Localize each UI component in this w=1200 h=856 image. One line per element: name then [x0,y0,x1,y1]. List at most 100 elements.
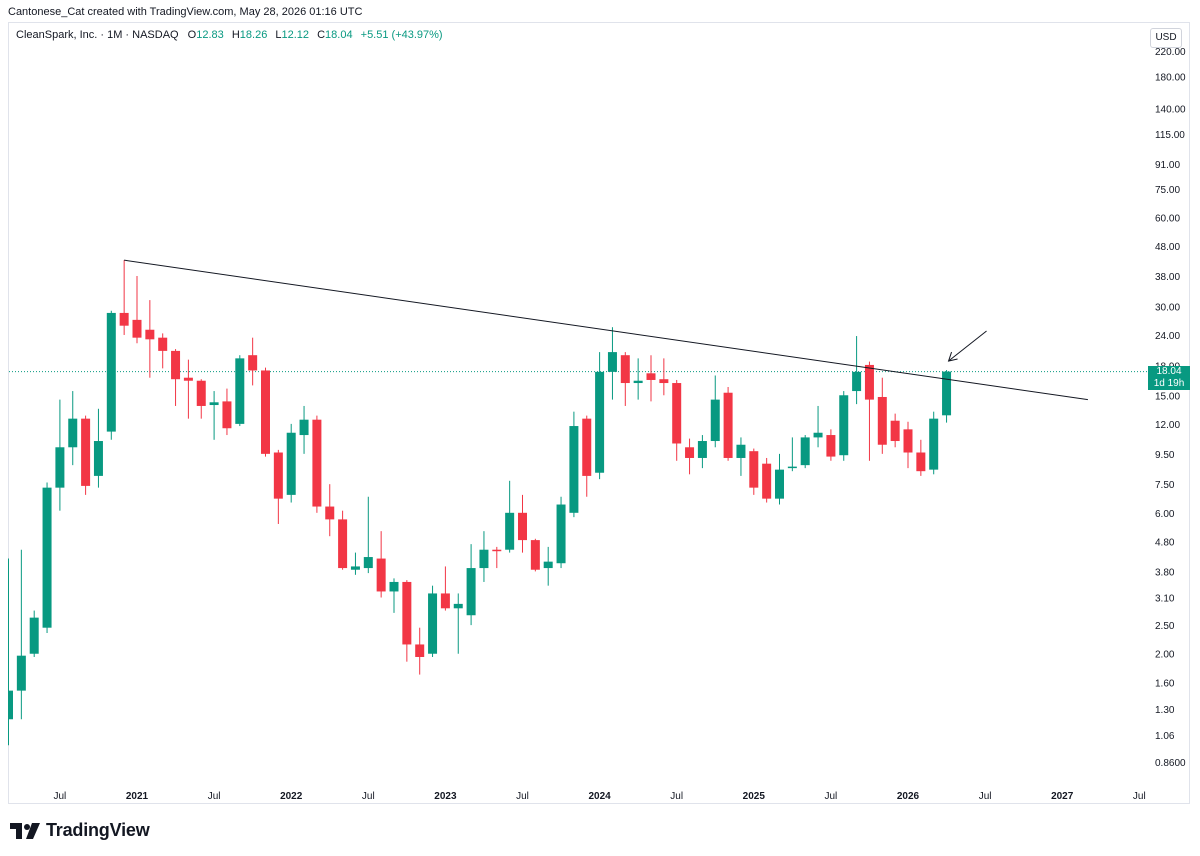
candle-body [749,451,759,488]
candle-body [672,383,682,444]
candle-body [916,452,926,472]
brand-name: TradingView [46,820,150,840]
time-axis-label: 2027 [1051,791,1074,802]
trendline [124,259,1088,401]
time-axis-label: Jul [979,791,992,802]
price-axis-label: 2.00 [1155,650,1175,661]
time-axis-label: Jul [825,791,838,802]
candle-body [620,355,630,384]
time-axis-label: Jul [1133,791,1146,802]
candle-body [132,319,142,338]
high-label: H [231,29,240,41]
price-axis-label: 2.50 [1155,621,1175,632]
price-axis-label: 1.60 [1155,678,1175,689]
currency-button[interactable]: USD [1150,28,1182,48]
candle-body [710,399,720,442]
time-axis-label: 2022 [280,791,303,802]
price-axis-label: 220.00 [1155,47,1186,58]
candle-body [569,426,579,513]
candle-body [415,644,425,657]
last-price-value: 18.04 [1156,365,1182,377]
candle-body [479,549,489,569]
candle-body [633,380,643,384]
candle-body [826,435,836,457]
candle-body [723,392,733,458]
candle-body [158,337,168,351]
candle-body [942,371,952,416]
time-axis-label: Jul [670,791,683,802]
time-axis-label: 2023 [434,791,457,802]
candle-body [839,395,849,456]
candle-body [16,655,26,691]
candle-body [929,418,939,470]
candle-body [171,350,181,380]
price-axis-label: 30.00 [1155,302,1180,313]
candle-body [736,444,746,458]
time-axis-label: Jul [362,791,375,802]
candle-body [787,466,797,469]
candle-body [145,329,155,340]
candle-body [209,402,219,406]
price-axis-label: 60.00 [1155,213,1180,224]
candle-body [389,581,399,592]
candle-body [530,540,540,570]
candle-body [325,506,335,520]
candle-body [376,558,386,592]
time-axis-label: Jul [54,791,67,802]
price-axis-label: 15.00 [1155,391,1180,402]
candle-body [68,418,78,448]
price-axis-label: 180.00 [1155,73,1186,84]
candle-body [402,581,412,645]
price-axis-label: 6.00 [1155,509,1175,520]
candle-body [492,549,502,552]
candle-body [29,617,39,654]
candle-body [222,401,232,429]
price-axis-label: 3.80 [1155,567,1175,578]
high-value: 18.26 [239,29,268,41]
candle-body [273,452,283,499]
candle-body [363,557,373,569]
arrow-head [947,351,958,362]
candle-body [556,504,566,564]
candle-body [299,419,309,436]
candle-body [800,437,810,466]
candle-body [235,358,245,424]
candle-body [582,418,592,476]
candle-body [55,447,65,488]
bar-countdown: 1d 19h [1153,377,1185,389]
candle-body [81,418,91,486]
time-axis-label: Jul [516,791,529,802]
candle-body [261,370,270,454]
candle-body [877,396,887,445]
price-axis-label: 3.10 [1155,594,1175,605]
chart-frame [8,22,1190,804]
candle-body [286,432,296,495]
price-axis-label: 4.80 [1155,537,1175,548]
time-axis-label: 2024 [588,791,611,802]
symbol-name: CleanSpark, Inc. · 1M · NASDAQ [16,29,179,41]
price-axis-label: 12.00 [1155,420,1180,431]
candle-body [607,352,617,372]
tradingview-icon [10,822,40,839]
price-axis-label: 0.8600 [1155,758,1186,769]
arrow-annotation [948,330,987,362]
close-value: 18.04 [325,29,353,41]
time-axis-label: 2026 [897,791,920,802]
symbol-legend: CleanSpark, Inc. · 1M · NASDAQ O12.83 H1… [16,29,448,41]
tradingview-logo: TradingView [10,820,150,841]
candle-body [312,419,322,507]
candle-body [248,355,258,371]
candle-body [453,603,463,609]
candle-body [518,512,527,541]
candle-body [903,429,913,453]
price-axis-label: 91.00 [1155,160,1180,171]
candle-body [42,487,52,628]
price-axis-label: 48.00 [1155,242,1180,253]
last-price-tag: 18.04 1d 19h [1148,365,1190,390]
candle-body [685,447,695,458]
candle-body [864,364,874,400]
price-axis-label: 1.06 [1155,731,1175,742]
price-axis-label: 1.30 [1155,705,1175,716]
time-axis-label: 2025 [743,791,766,802]
